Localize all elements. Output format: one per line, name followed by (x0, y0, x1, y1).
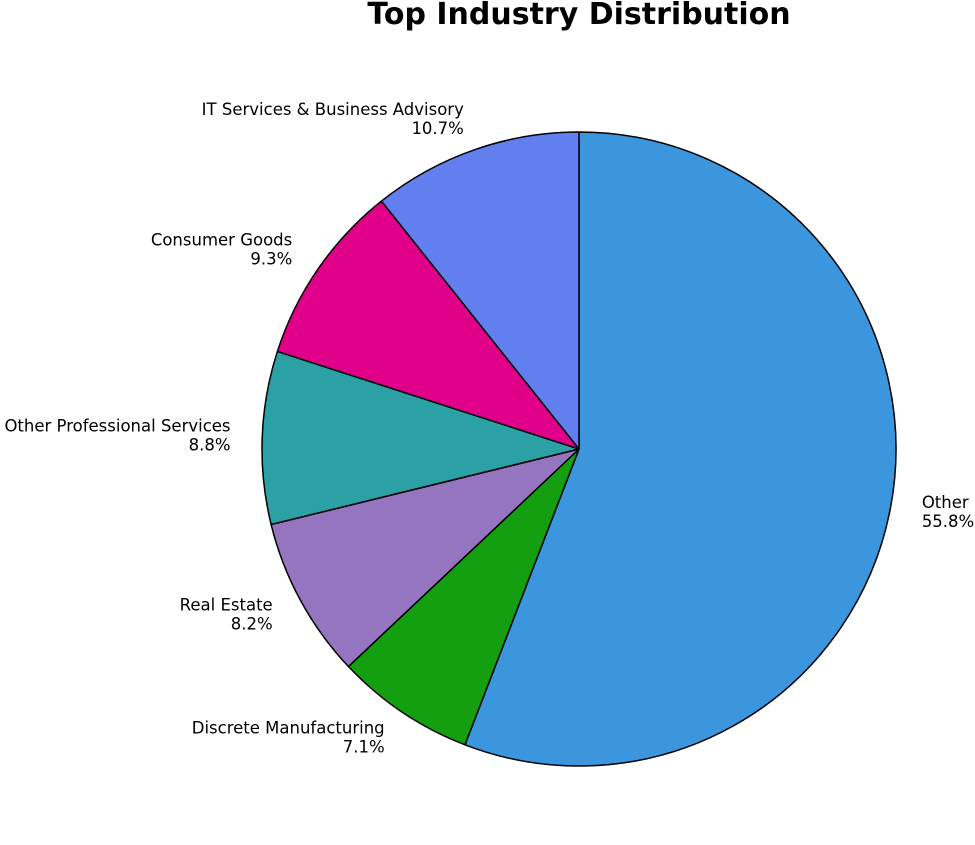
slice-label: IT Services & Business Advisory (202, 100, 464, 119)
chart-title: Top Industry Distribution (367, 0, 790, 32)
slice-label: Discrete Manufacturing (192, 719, 385, 738)
pie-slice (464, 131, 897, 767)
pie-slice (270, 448, 580, 668)
pie-slice (347, 448, 580, 746)
slice-value-label: 9.3% (250, 250, 292, 269)
slice-value-label: 10.7% (411, 119, 463, 138)
slice-value-label: 55.8% (922, 512, 974, 531)
pie-slice (261, 350, 580, 526)
slice-value-label: 7.1% (343, 738, 385, 757)
slice-label: Real Estate (180, 596, 273, 615)
slice-value-label: 8.2% (231, 615, 273, 634)
pie-slice (380, 131, 580, 450)
slice-value-label: 8.8% (189, 435, 231, 454)
slice-label: Consumer Goods (151, 231, 292, 250)
slice-label: Other (922, 493, 969, 512)
slice-label: Other Professional Services (4, 416, 230, 435)
pie-slice (276, 200, 580, 450)
